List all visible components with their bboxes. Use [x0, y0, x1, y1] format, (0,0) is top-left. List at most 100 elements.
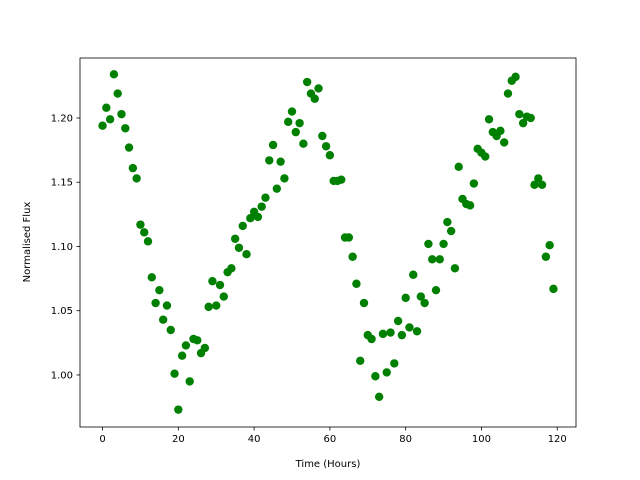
point [234, 243, 244, 252]
x-tick-label: 0 [99, 434, 105, 445]
point [393, 316, 403, 326]
point [409, 270, 418, 279]
point [541, 252, 551, 261]
point [242, 249, 251, 259]
point [257, 202, 266, 211]
point [386, 328, 395, 337]
point [170, 369, 179, 378]
x-tick-label: 20 [172, 434, 185, 445]
point [117, 109, 126, 119]
point [526, 113, 535, 123]
x-tick-label: 60 [324, 434, 337, 445]
point [318, 131, 327, 141]
point [280, 174, 289, 183]
point [253, 212, 263, 222]
point [295, 118, 304, 128]
point [382, 368, 391, 377]
point [276, 157, 285, 166]
point [136, 220, 145, 229]
point [428, 255, 437, 264]
point [105, 115, 115, 124]
point [272, 184, 282, 193]
point [321, 142, 331, 151]
point [299, 139, 308, 148]
point [132, 174, 141, 183]
point [98, 121, 107, 130]
point [443, 217, 452, 227]
point [401, 293, 410, 303]
point [515, 109, 524, 119]
point [446, 226, 456, 236]
y-tick-label: 1.00 [51, 370, 73, 381]
point [155, 285, 164, 295]
point [174, 405, 183, 414]
x-tick-label: 100 [472, 434, 491, 445]
point [412, 327, 422, 336]
point [484, 115, 494, 124]
point [219, 292, 228, 301]
x-axis-label: Time (Hours) [295, 459, 361, 470]
point [265, 156, 274, 165]
point [454, 162, 463, 172]
point [530, 180, 539, 190]
y-tick-label: 1.05 [51, 306, 73, 317]
point [431, 285, 441, 295]
point [246, 214, 255, 223]
point [193, 336, 202, 345]
point [378, 329, 388, 339]
point [204, 302, 213, 312]
point [511, 72, 520, 82]
point [128, 163, 138, 173]
point [374, 392, 384, 402]
point [397, 330, 407, 340]
point [518, 118, 528, 128]
point [469, 179, 479, 188]
point [503, 89, 513, 98]
point [291, 127, 300, 137]
point [215, 280, 225, 290]
point [302, 77, 312, 87]
point [352, 279, 361, 288]
y-tick-label: 1.20 [51, 114, 73, 125]
point [284, 117, 293, 127]
y-tick-label: 1.10 [51, 242, 73, 253]
point [121, 124, 130, 133]
point [124, 143, 134, 152]
point [465, 201, 475, 210]
point [177, 351, 187, 360]
x-tick-label: 80 [399, 434, 412, 445]
axes-frame [79, 57, 577, 428]
point [181, 341, 191, 350]
point [143, 237, 153, 246]
point [496, 126, 505, 136]
point [230, 234, 240, 243]
point [109, 70, 119, 79]
point [227, 264, 236, 273]
point [140, 228, 149, 237]
point [287, 107, 297, 116]
point [238, 221, 247, 231]
point [212, 301, 221, 310]
point [337, 175, 346, 184]
y-tick-label: 1.15 [51, 178, 73, 189]
point [166, 325, 175, 335]
point [416, 292, 426, 301]
x-tick-label: 40 [248, 434, 261, 445]
y-axis-label: Normalised Flux [22, 202, 33, 283]
point [371, 372, 380, 381]
point [367, 334, 376, 344]
point [499, 138, 509, 147]
point [545, 240, 554, 250]
point [537, 180, 547, 190]
point [158, 315, 168, 324]
point [344, 233, 354, 242]
point [147, 273, 157, 282]
point [424, 239, 433, 249]
point [151, 298, 160, 308]
point [102, 103, 111, 112]
point [420, 298, 429, 308]
point [390, 359, 399, 368]
point [481, 152, 490, 161]
point [310, 94, 319, 103]
